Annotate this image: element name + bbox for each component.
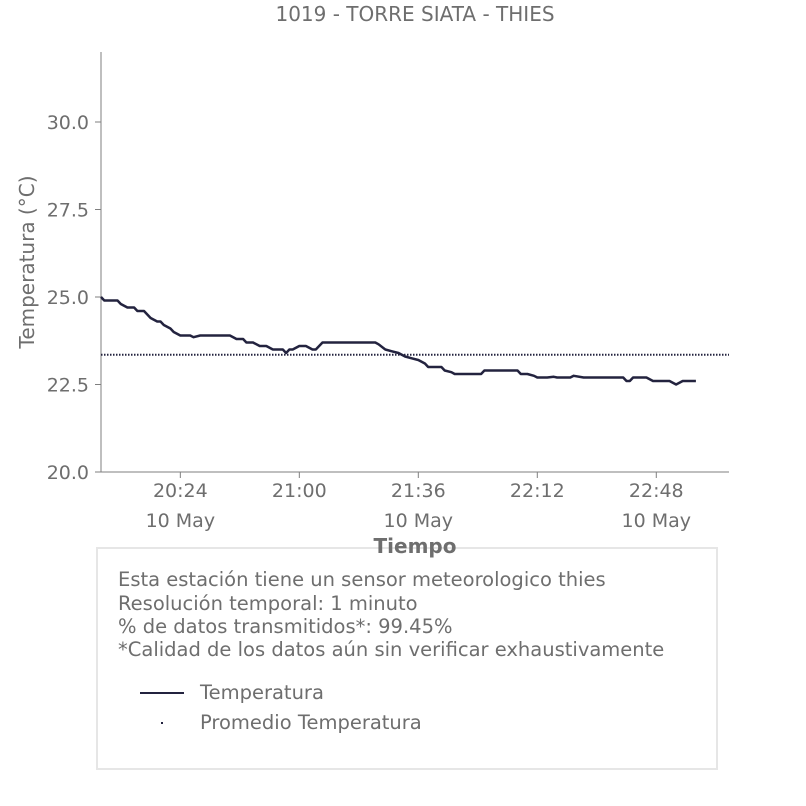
x-tick-time-label: 22:12 xyxy=(510,480,565,502)
y-tick-label: 20.0 xyxy=(47,462,89,484)
y-tick-label: 27.5 xyxy=(47,200,89,222)
x-tick-time-label: 22:48 xyxy=(629,480,684,502)
x-tick-time-label: 20:24 xyxy=(153,480,208,502)
y-axis-ticks: 20.0 22.5 25.0 27.5 30.0 xyxy=(47,112,101,484)
chart-title: 1019 - TORRE SIATA - THIES xyxy=(275,2,554,26)
x-axis-ticks: 20:24 10 May 21:00 21:36 10 May 22:12 22:48 10 … xyxy=(146,472,691,532)
info-resolution-text: Resolución temporal: 1 minuto xyxy=(118,592,418,615)
x-tick-date-label: 10 May xyxy=(384,510,454,532)
y-tick-label: 30.0 xyxy=(47,112,89,134)
temperature-chart: 1019 - TORRE SIATA - THIES 20.022.525.02… xyxy=(15,2,729,532)
y-tick-label: 25.0 xyxy=(47,287,89,309)
temperature-series-line xyxy=(100,296,696,386)
x-tick-time-label: 21:00 xyxy=(272,480,327,502)
info-transmitted-text: % de datos transmitidos*: 99.45% xyxy=(118,615,453,638)
y-tick-label: 22.5 xyxy=(47,375,89,397)
info-quality-note: *Calidad de los datos aún sin verificar … xyxy=(118,638,665,661)
x-tick-date-label: 10 May xyxy=(146,510,216,532)
legend-label-temperatura: Temperatura xyxy=(200,681,324,704)
legend-label-promedio: Promedio Temperatura xyxy=(200,711,422,734)
chart-series xyxy=(100,296,729,386)
info-station-text: Esta estación tiene un sensor meteorolog… xyxy=(118,568,606,591)
x-tick-time-label: 21:36 xyxy=(391,480,446,502)
legend-dot-swatch xyxy=(161,722,163,724)
legend-line-swatch xyxy=(140,692,184,694)
chart-axes xyxy=(100,52,729,473)
y-axis-label: Temperatura (°C) xyxy=(15,175,39,349)
info-panel: Esta estación tiene un sensor meteorolog… xyxy=(96,547,718,770)
x-tick-date-label: 10 May xyxy=(622,510,692,532)
